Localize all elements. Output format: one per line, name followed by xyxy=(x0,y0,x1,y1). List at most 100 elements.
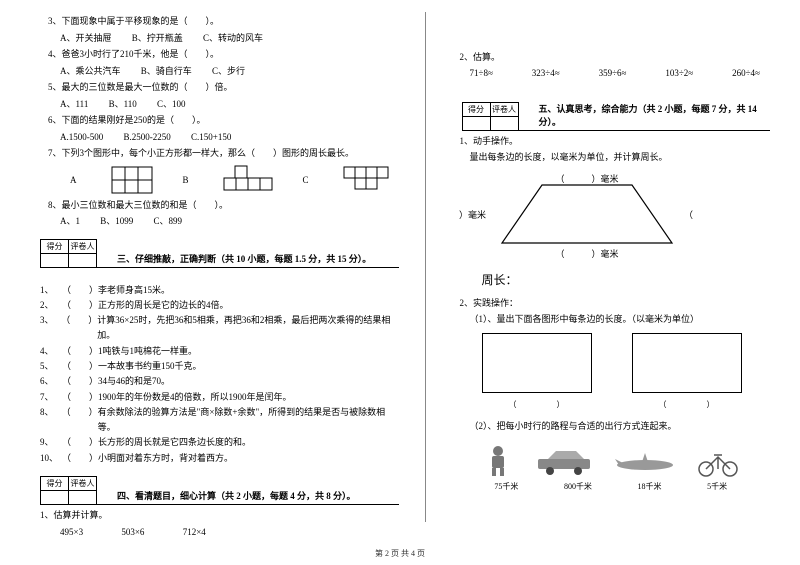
q7-label-b: B xyxy=(183,175,189,185)
true-false-list: 1、（ ）李老师身高15米。 2、（ ）正方形的周长是它的边长的4倍。 3、（ … xyxy=(40,283,399,467)
op1-stem: 1、动手操作。 xyxy=(460,135,770,149)
section4-title: 四、看清题目，细心计算（共 2 小题，每题 4 分，共 8 分）。 xyxy=(97,489,399,505)
measure-boxes: （ ） （ ） xyxy=(482,333,770,410)
shape-b-icon xyxy=(223,165,273,195)
tf2-n: 2、 xyxy=(40,298,62,313)
trapezoid-icon: （ ）毫米 （ ）毫米 （ ）毫米 （ ）毫米 xyxy=(452,173,712,263)
tf3-p: （ ） xyxy=(61,313,97,344)
tf7-n: 7、 xyxy=(40,390,62,405)
tf8-p: （ ） xyxy=(62,405,98,436)
tf9-t: 长方形的周长就是它四条边长度的和。 xyxy=(98,435,251,450)
q4-c: C、步行 xyxy=(212,66,245,76)
tf7-t: 1900年的年份数是4的倍数，所以1900年是闰年。 xyxy=(98,390,292,405)
q6-c: C.150+150 xyxy=(191,132,231,142)
car-icon xyxy=(534,449,594,477)
q6-a: A.1500-500 xyxy=(60,132,103,142)
calc1-stem: 1、估算并计算。 xyxy=(40,509,399,523)
q8-a: A、1 xyxy=(60,216,80,226)
tf4-p: （ ） xyxy=(62,344,98,359)
op2-stem: 2、实践操作： xyxy=(460,297,770,311)
tf10-t: 小明面对着东方时，背对着西方。 xyxy=(98,451,233,466)
q5-stem: 5、最大的三位数是最大一位数的（ ）倍。 xyxy=(48,81,399,95)
measure-box-left xyxy=(482,333,592,393)
q8-options: A、1 B、1099 C、899 xyxy=(60,215,399,229)
tf5-p: （ ） xyxy=(62,359,98,374)
section3-title: 三、仔细推敲，正确判断（共 10 小题，每题 1.5 分，共 15 分）。 xyxy=(97,252,399,268)
est-b: 323÷4≈ xyxy=(532,68,560,78)
tf1-p: （ ） xyxy=(62,283,98,298)
tf3-t: 计算36×25时，先把36和5相乘，再把36和2相乘，最后把两次乘得的结果相加。 xyxy=(97,313,398,344)
tf9-n: 9、 xyxy=(40,435,62,450)
q7-label-a: A xyxy=(70,175,77,185)
score-table-4: 得分 评卷人 xyxy=(40,476,97,505)
section5-title: 五、认真思考，综合能力（共 2 小题，每题 7 分，共 14 分）。 xyxy=(519,102,770,131)
trap-right: （ ）毫米 xyxy=(684,209,712,220)
bicycle-icon xyxy=(696,447,740,477)
est-e: 260÷4≈ xyxy=(732,68,760,78)
trapezoid-figure: （ ）毫米 （ ）毫米 （ ）毫米 （ ）毫米 xyxy=(452,173,770,263)
q3-options: A、开关抽屉 B、拧开瓶盖 C、转动的风车 xyxy=(60,32,399,46)
tf6-n: 6、 xyxy=(40,374,62,389)
vehicle-labels: 75千米 800千米 18千米 5千米 xyxy=(472,481,750,492)
calc1-b: 503×6 xyxy=(121,527,144,537)
op1-sub: 量出每条边的长度，以毫米为单位，并计算周长。 xyxy=(470,151,770,165)
veh-a: 75千米 xyxy=(494,481,518,492)
q5-c: C、100 xyxy=(157,99,186,109)
tf4-n: 4、 xyxy=(40,344,62,359)
column-divider xyxy=(425,12,426,522)
trap-top: （ ）毫米 xyxy=(555,173,618,184)
q8-b: B、1099 xyxy=(100,216,133,226)
vehicle-row xyxy=(472,443,750,477)
op2-sub2: （2）、把每小时行的路程与合适的出行方式连起来。 xyxy=(470,420,770,434)
tf1-n: 1、 xyxy=(40,283,62,298)
q7-shapes: A B C xyxy=(70,165,399,195)
calc1-c: 712×4 xyxy=(183,527,206,537)
box-label-left: （ ） xyxy=(482,399,592,410)
score-table-3: 得分 评卷人 xyxy=(40,239,97,268)
veh-d: 5千米 xyxy=(707,481,727,492)
est-stem: 2、估算。 xyxy=(460,51,770,65)
section5-header: 得分 评卷人 五、认真思考，综合能力（共 2 小题，每题 7 分，共 14 分）… xyxy=(462,102,770,131)
q3-c: C、转动的风车 xyxy=(203,33,263,43)
score-table-5: 得分 评卷人 xyxy=(462,102,519,131)
tf8-t: 有余数除法的验算方法是"商×除数+余数"，所得到的结果是否与被除数相等。 xyxy=(98,405,399,436)
shape-a-icon xyxy=(111,166,153,194)
plane-icon xyxy=(613,451,677,477)
score-label-52: 评卷人 xyxy=(490,102,518,116)
tf6-t: 34与46的和是70。 xyxy=(98,374,170,389)
veh-c: 18千米 xyxy=(638,481,662,492)
tf1-t: 李老师身高15米。 xyxy=(98,283,170,298)
est-d: 103÷2≈ xyxy=(665,68,693,78)
section3-header: 得分 评卷人 三、仔细推敲，正确判断（共 10 小题，每题 1.5 分，共 15… xyxy=(40,239,399,268)
est-row: 71÷8≈ 323÷4≈ 359÷6≈ 103÷2≈ 260÷4≈ xyxy=(470,68,760,78)
tf9-p: （ ） xyxy=(62,435,98,450)
tf2-p: （ ） xyxy=(62,298,98,313)
person-icon xyxy=(481,443,515,477)
q6-options: A.1500-500 B.2500-2250 C.150+150 xyxy=(60,131,399,145)
q8-c: C、899 xyxy=(154,216,183,226)
q4-b: B、骑自行车 xyxy=(141,66,192,76)
q7-label-c: C xyxy=(303,175,309,185)
score-label-1: 得分 xyxy=(41,239,69,253)
q8-stem: 8、最小三位数和最大三位数的和是（ ）。 xyxy=(48,199,399,213)
tf10-n: 10、 xyxy=(40,451,62,466)
score-label-42: 评卷人 xyxy=(69,477,97,491)
tf4-t: 1吨铁与1吨棉花一样重。 xyxy=(98,344,197,359)
q4-a: A、乘公共汽车 xyxy=(60,66,121,76)
veh-b: 800千米 xyxy=(564,481,592,492)
tf5-t: 一本故事书约重150千克。 xyxy=(98,359,202,374)
q5-a: A、111 xyxy=(60,99,88,109)
est-a: 71÷8≈ xyxy=(470,68,493,78)
score-label-41: 得分 xyxy=(41,477,69,491)
q6-stem: 6、下面的结果刚好是250的是（ ）。 xyxy=(48,114,399,128)
q5-b: B、110 xyxy=(109,99,137,109)
calc1-items: 495×3 503×6 712×4 xyxy=(60,526,399,540)
tf7-p: （ ） xyxy=(62,390,98,405)
measure-box-right xyxy=(632,333,742,393)
q4-options: A、乘公共汽车 B、骑自行车 C、步行 xyxy=(60,65,399,79)
tf3-n: 3、 xyxy=(40,313,61,344)
trap-left: （ ）毫米 xyxy=(452,209,486,220)
q5-options: A、111 B、110 C、100 xyxy=(60,98,399,112)
tf5-n: 5、 xyxy=(40,359,62,374)
tf6-p: （ ） xyxy=(62,374,98,389)
